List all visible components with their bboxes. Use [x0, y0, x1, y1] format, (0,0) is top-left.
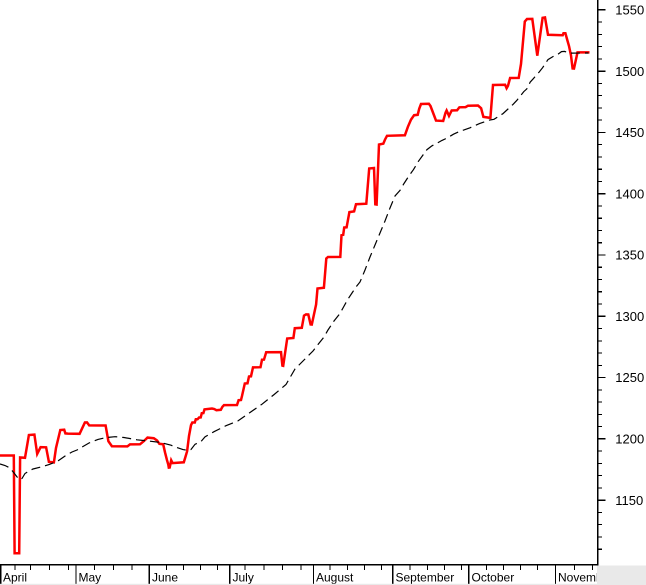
svg-text:1150: 1150 — [615, 493, 643, 508]
svg-text:1350: 1350 — [615, 248, 644, 263]
svg-text:1400: 1400 — [615, 186, 644, 201]
svg-text:June: June — [152, 571, 178, 585]
svg-text:1300: 1300 — [615, 309, 644, 324]
svg-text:October: October — [472, 571, 515, 585]
svg-text:May: May — [79, 571, 102, 585]
svg-text:September: September — [396, 571, 455, 585]
svg-text:1500: 1500 — [615, 64, 644, 79]
svg-text:1450: 1450 — [615, 125, 644, 140]
svg-text:1250: 1250 — [615, 370, 644, 385]
svg-text:April: April — [3, 571, 27, 585]
svg-text:August: August — [316, 571, 354, 585]
svg-text:1550: 1550 — [615, 3, 644, 18]
svg-text:July: July — [233, 571, 254, 585]
svg-text:1200: 1200 — [615, 432, 644, 447]
